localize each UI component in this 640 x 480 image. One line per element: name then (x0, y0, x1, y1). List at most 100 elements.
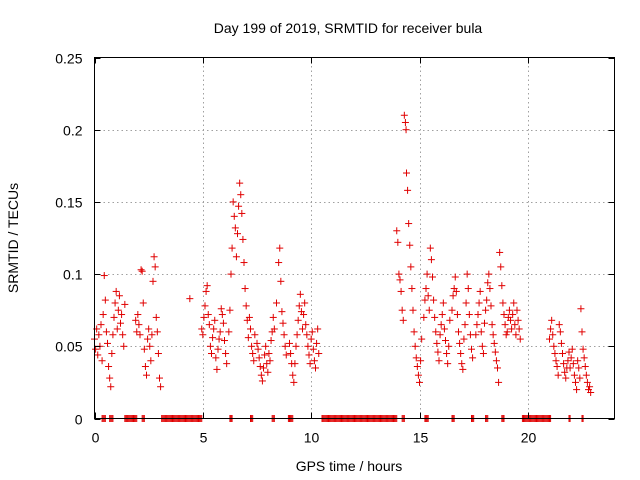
data-point (573, 386, 581, 394)
data-point (474, 311, 482, 319)
data-point (254, 345, 262, 353)
data-point (277, 277, 285, 285)
data-point (469, 354, 477, 362)
data-point (146, 342, 154, 350)
data-point (465, 311, 473, 319)
data-point (236, 179, 244, 187)
data-point (455, 328, 462, 336)
data-point (269, 313, 277, 321)
data-point (562, 374, 570, 382)
data-point (141, 363, 149, 371)
data-point (154, 350, 162, 358)
data-point (278, 308, 286, 316)
data-point (514, 316, 522, 324)
data-point (210, 325, 218, 333)
data-point (457, 350, 465, 358)
data-point (581, 363, 589, 371)
data-point (120, 342, 128, 350)
data-point (240, 259, 248, 267)
data-point (279, 319, 287, 327)
data-point (281, 342, 289, 350)
data-point (148, 331, 156, 339)
data-point (138, 267, 146, 275)
data-point (206, 342, 214, 350)
data-point (489, 331, 497, 339)
data-point (112, 287, 120, 295)
data-point (305, 351, 313, 359)
data-point (258, 377, 266, 385)
data-point (565, 348, 573, 356)
data-point (445, 342, 453, 350)
data-point (293, 331, 301, 339)
data-point (507, 316, 514, 324)
data-point (309, 345, 317, 353)
data-point (554, 371, 562, 379)
data-point (583, 378, 591, 386)
data-point (482, 306, 490, 314)
data-point (582, 371, 590, 379)
data-point (97, 321, 105, 329)
data-point (265, 350, 273, 358)
data-point (393, 227, 401, 235)
x-tick-label: 5 (200, 430, 208, 446)
data-point (406, 241, 414, 249)
data-point (144, 335, 152, 343)
data-point (413, 363, 421, 371)
data-point (115, 292, 123, 300)
data-point (442, 337, 449, 345)
data-point (397, 287, 405, 295)
data-point (211, 316, 219, 324)
data-point (552, 357, 560, 365)
data-point (459, 365, 467, 373)
data-point (200, 313, 208, 321)
data-point (202, 287, 210, 295)
data-point (213, 365, 221, 373)
data-point (299, 325, 306, 333)
data-point (121, 300, 129, 308)
data-point (486, 285, 494, 293)
data-point (435, 357, 443, 365)
data-point (266, 357, 274, 365)
data-point (282, 351, 290, 359)
data-point (304, 342, 312, 350)
data-point (453, 311, 461, 319)
data-point (555, 321, 563, 329)
data-point (145, 325, 153, 333)
data-point (512, 331, 520, 339)
data-point (505, 306, 513, 314)
data-point (221, 337, 228, 345)
data-point (446, 316, 454, 324)
data-point (108, 350, 116, 358)
data-point (253, 339, 261, 347)
data-point (461, 321, 469, 329)
data-point (400, 111, 408, 119)
data-point (402, 126, 410, 134)
data-point (509, 311, 517, 319)
data-point (238, 209, 246, 217)
data-point (579, 345, 587, 353)
data-point (460, 335, 468, 343)
data-point (245, 313, 253, 321)
data-point (186, 295, 194, 303)
data-point (239, 235, 247, 243)
grid-lines (94, 57, 615, 419)
data-point (132, 316, 140, 324)
data-point (398, 306, 406, 314)
data-point (511, 321, 519, 329)
data-point (223, 360, 231, 368)
chart-title: Day 199 of 2019, SRMTID for receiver bul… (214, 20, 483, 36)
data-point (105, 363, 113, 371)
data-point (139, 299, 147, 307)
data-point (575, 364, 583, 372)
data-point (94, 351, 102, 359)
data-point (472, 331, 480, 339)
data-point (499, 299, 507, 307)
data-point (568, 345, 576, 353)
data-point (494, 364, 501, 372)
data-point (410, 328, 418, 336)
data-point (241, 285, 249, 293)
data-point (425, 306, 433, 314)
data-point (248, 342, 256, 350)
data-point (232, 253, 240, 261)
